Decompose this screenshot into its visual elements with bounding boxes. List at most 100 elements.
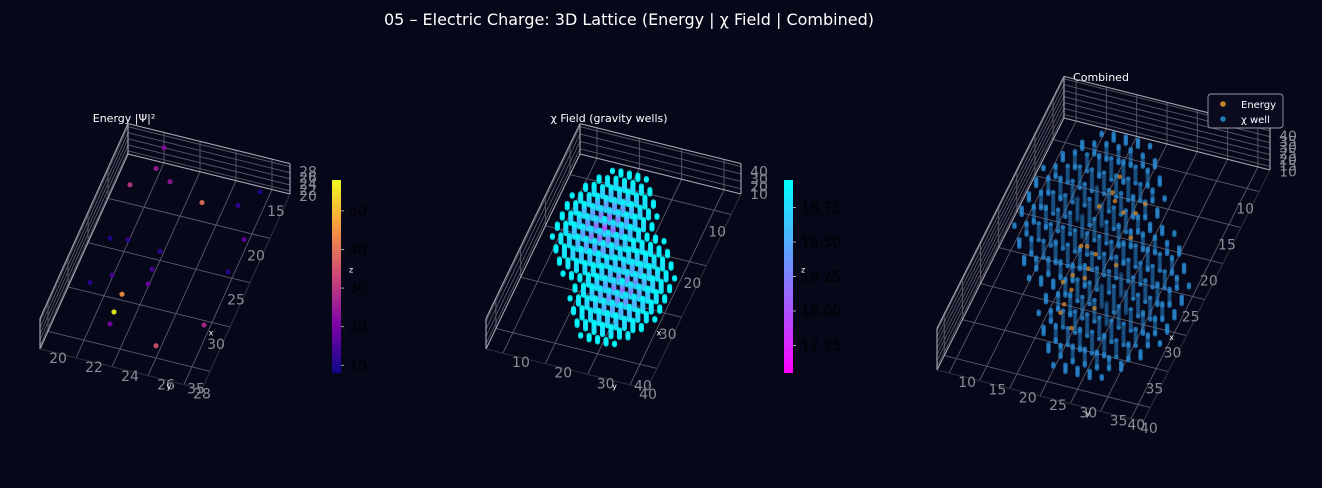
combined-chi-point (1087, 222, 1092, 228)
combined-chi-point (1152, 243, 1158, 249)
combined-chi-point (1109, 167, 1114, 173)
grid-line-z-wall (936, 96, 1065, 349)
combined-chi-point (1113, 182, 1119, 188)
combined-chi-point (1126, 267, 1131, 272)
combined-chi-point (1111, 303, 1117, 308)
combined-chi-point (1031, 210, 1037, 216)
energy-point (153, 343, 159, 349)
combined-chi-point (1077, 338, 1083, 344)
combined-chi-point (1126, 274, 1131, 279)
combined-chi-point (1150, 187, 1155, 192)
combined-chi-point (1089, 329, 1095, 335)
combined-chi-point (1053, 162, 1058, 168)
combined-chi-point (1126, 353, 1131, 358)
combined-chi-point (1094, 270, 1100, 276)
combined-chi-point (1140, 231, 1146, 236)
combined-chi-point (1077, 264, 1083, 270)
combined-chi-point (1157, 251, 1163, 257)
combined-chi-point (1087, 215, 1092, 221)
combined-chi-point (1060, 243, 1066, 249)
energy-point (201, 322, 207, 328)
chi-well-point (578, 332, 584, 338)
combined-chi-point (1150, 282, 1155, 288)
combined-chi-point (1160, 312, 1165, 318)
combined-chi-point (1053, 169, 1058, 175)
combined-chi-point (1106, 362, 1112, 367)
combined-chi-point (1147, 142, 1153, 148)
combined-chi-point (1138, 272, 1143, 278)
combined-chi-point (1152, 157, 1158, 163)
x-tick-label: 30 (659, 327, 677, 343)
combined-chi-point (1123, 222, 1129, 228)
combined-chi-point (1067, 308, 1073, 313)
x-tick-label: 10 (708, 225, 726, 241)
axis-edge (936, 76, 1065, 329)
combined-chi-point (1080, 294, 1085, 300)
chi-well-point (592, 295, 599, 301)
combined-chi-point (1123, 291, 1129, 297)
combined-chi-point (1145, 176, 1150, 182)
legend-label: χ well (1241, 115, 1270, 126)
combined-chi-point (1128, 318, 1134, 324)
chi-well-point (643, 310, 649, 317)
combined-chi-point (1077, 176, 1083, 181)
combined-chi-point (1099, 214, 1104, 219)
combined-chi-point (1116, 158, 1121, 163)
combined-chi-point (1160, 308, 1165, 313)
combined-chi-point (1092, 235, 1097, 241)
combined-chi-point (1160, 310, 1165, 316)
combined-chi-point (1048, 236, 1054, 241)
combined-chi-point (1097, 324, 1102, 330)
chi-well-point (560, 270, 566, 276)
energy-point (235, 202, 241, 208)
combined-chi-point (1104, 307, 1109, 313)
combined-chi-point (1121, 259, 1126, 264)
combined-chi-point (1116, 320, 1121, 326)
combined-chi-point (1123, 298, 1129, 304)
combined-chi-point (1145, 255, 1151, 261)
data-points (1012, 130, 1192, 382)
combined-chi-point (1133, 259, 1138, 265)
combined-chi-point (1152, 234, 1158, 239)
combined-chi-point (1058, 187, 1063, 193)
combined-chi-point (1118, 197, 1124, 203)
combined-chi-point (1140, 245, 1146, 251)
combined-chi-point (1135, 311, 1141, 317)
combined-chi-point (1087, 203, 1092, 209)
combined-chi-point (1067, 227, 1073, 232)
x-tick-label: 15 (1218, 238, 1236, 254)
combined-chi-point (1167, 293, 1172, 299)
grid-line-z-wall (936, 108, 1065, 361)
combined-chi-point (1135, 302, 1141, 307)
combined-chi-point (1106, 278, 1112, 284)
chi-well-point (605, 229, 611, 235)
combined-chi-point (1065, 342, 1071, 348)
combined-chi-point (1106, 202, 1112, 207)
combined-chi-point (1121, 256, 1126, 262)
combined-chi-point (1084, 326, 1090, 332)
combined-chi-point (1113, 275, 1119, 281)
combined-chi-point (1082, 358, 1088, 363)
combined-chi-point (1070, 188, 1075, 193)
combined-chi-point (1036, 225, 1041, 231)
combined-chi-point (1125, 197, 1131, 203)
combined-chi-point (1135, 292, 1141, 298)
combined-chi-point (1109, 325, 1114, 331)
combined-chi-point (1140, 329, 1146, 334)
combined-chi-point (1145, 265, 1151, 270)
combined-chi-point (1072, 313, 1078, 319)
combined-chi-point (1097, 336, 1102, 342)
combined-chi-point (1123, 301, 1129, 306)
combined-chi-point (1094, 198, 1100, 204)
combined-chi-point (1152, 324, 1158, 330)
combined-chi-point (1084, 161, 1090, 167)
chi-well-point (624, 268, 630, 274)
combined-chi-point (1174, 274, 1180, 280)
combined-chi-point (1096, 234, 1102, 239)
combined-chi-point (1116, 143, 1121, 149)
x-tick-label: 20 (1200, 274, 1218, 290)
combined-chi-point (1133, 264, 1138, 270)
chi-well-point (641, 273, 647, 279)
combined-chi-point (1157, 175, 1163, 180)
y-axis-label: y (612, 382, 617, 391)
